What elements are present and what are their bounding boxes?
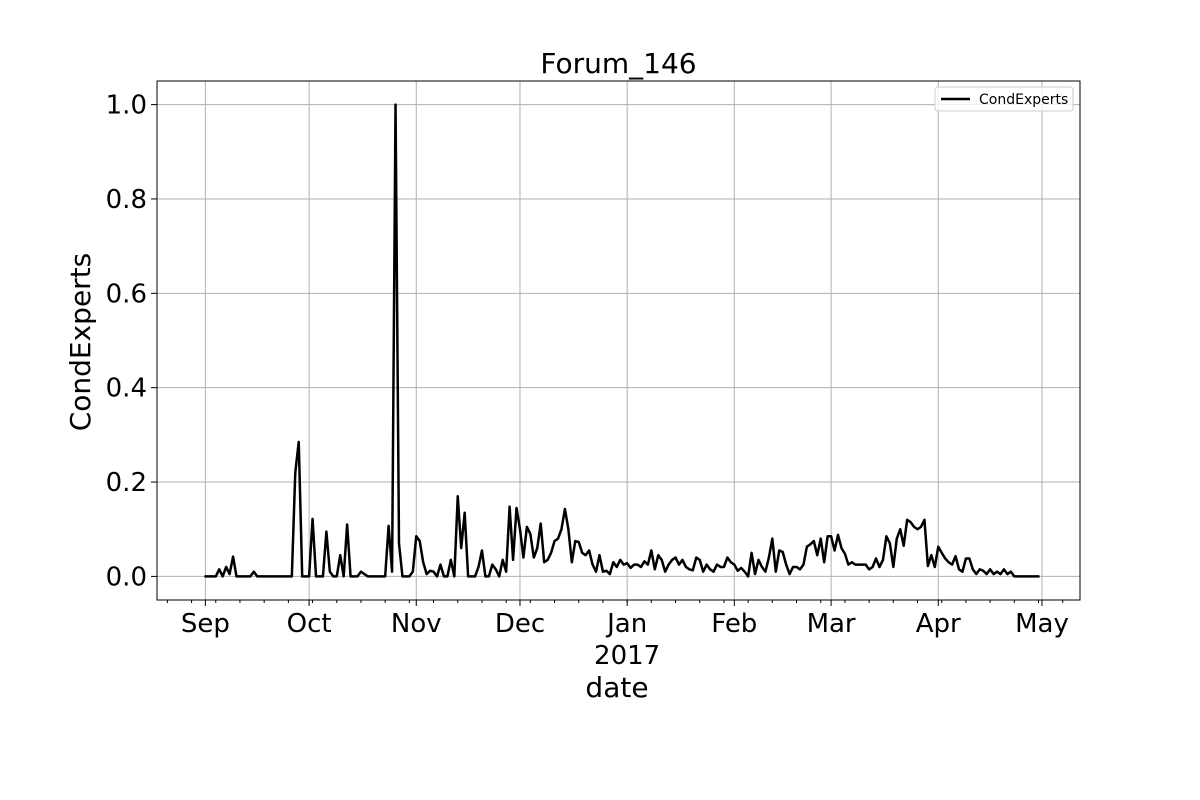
y-axis-ticks: 0.0 0.2 0.4 0.6 0.8 1.0: [106, 91, 157, 592]
legend-box: [934, 86, 1074, 112]
x-tick-sublabel: 2017: [594, 641, 660, 671]
x-axis-label: date: [585, 671, 648, 704]
legend: CondExperts: [934, 86, 1074, 112]
series-layer: [204, 103, 1040, 578]
x-tick-label: Nov: [391, 609, 442, 639]
x-tick-label: Sep: [181, 609, 230, 639]
chart-title: Forum_146: [540, 47, 696, 80]
y-tick-label: 0.6: [106, 279, 147, 309]
x-tick-label: May: [1015, 609, 1069, 639]
y-axis-label: CondExperts: [64, 253, 97, 432]
series-line-CondExperts: [204, 103, 1040, 578]
y-tick-label: 0.4: [106, 374, 147, 404]
legend-label: CondExperts: [979, 92, 1068, 108]
x-tick-label: Feb: [711, 609, 757, 639]
plot-frame: [156, 80, 1081, 601]
x-tick-label: Dec: [495, 609, 545, 639]
y-tick-label: 0.0: [106, 562, 147, 592]
x-tick-label: Apr: [916, 609, 961, 639]
x-tick-label: Mar: [807, 609, 856, 639]
y-tick-label: 0.2: [106, 468, 147, 498]
y-tick-label: 1.0: [106, 91, 147, 121]
grid: [157, 81, 1080, 600]
x-tick-label: Oct: [287, 609, 332, 639]
y-tick-label: 0.8: [106, 185, 147, 215]
x-tick-label: Jan: [605, 609, 647, 639]
